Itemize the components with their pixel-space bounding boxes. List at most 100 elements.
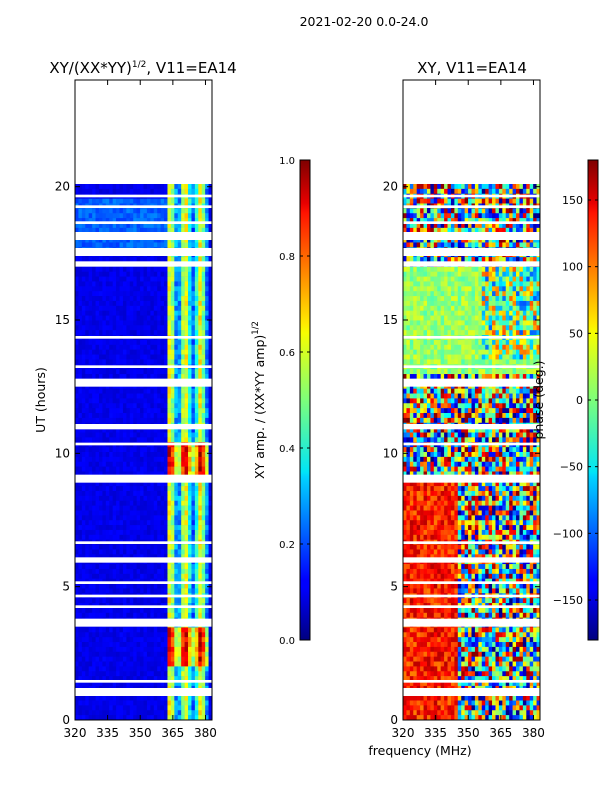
heatmap-cell [92,471,96,477]
flagged-gap [75,688,212,696]
heatmap-cell [122,266,127,273]
heatmap-cell [170,588,175,594]
heatmap-cell [122,525,127,531]
heatmap-cell [170,237,175,243]
heatmap-cell [116,461,120,467]
heatmap-cell [153,598,158,604]
heatmap-cell [184,598,189,604]
heatmap-cell [181,671,185,677]
heatmap-cell [201,715,206,720]
heatmap-cell [208,554,212,560]
heatmap-cell [208,588,212,594]
heatmap-cell [95,529,100,536]
heatmap-cell [177,505,182,511]
heatmap-cell [188,344,192,350]
heatmap-cell [98,227,103,234]
heatmap-cell [75,188,79,195]
heatmap-cell [140,281,144,287]
heatmap-cell [170,471,175,477]
heatmap-cell [409,184,414,190]
heatmap-cell [75,666,79,672]
heatmap-cell [119,515,124,521]
heatmap-cell [150,676,155,682]
heatmap-cell [105,481,110,487]
heatmap-cell [136,208,141,214]
heatmap-cell [85,578,89,584]
heatmap-cell [464,208,469,214]
heatmap-cell [126,564,131,570]
heatmap-cell [164,651,168,657]
heatmap-cell [164,598,168,604]
heatmap-cell [457,184,462,190]
heatmap-cell [150,681,155,687]
heatmap-cell [181,656,185,662]
heatmap-cell [167,505,172,511]
heatmap-cell [194,520,199,526]
heatmap-cell [164,218,168,224]
heatmap-cell [164,588,168,594]
heatmap-cell [509,227,513,234]
heatmap-cell [150,408,155,414]
heatmap-cell [160,534,165,541]
heatmap-cell [492,184,496,190]
heatmap-cell [146,637,151,643]
heatmap-cell [109,510,113,516]
heatmap-cell [167,695,172,701]
heatmap-cell [78,330,83,336]
heatmap-cell [184,320,189,326]
heatmap-cell [102,339,107,346]
heatmap-cell [191,359,196,365]
heatmap-cell [416,198,421,204]
heatmap-cell [208,525,212,531]
heatmap-cell [170,398,175,404]
heatmap-cell [208,637,212,643]
heatmap-cell [92,452,96,458]
heatmap-cell [112,403,117,409]
heatmap-cell [198,359,203,365]
heatmap-cell [188,554,192,560]
heatmap-cell [129,671,134,677]
heatmap-cell [140,447,144,453]
heatmap-cell [181,564,185,570]
heatmap-cell [78,184,83,190]
heatmap-cell [492,237,496,243]
heatmap-cell [102,456,107,463]
heatmap-cell [198,325,203,331]
heatmap-cell [150,437,155,443]
heatmap-cell [78,651,83,657]
heatmap-cell [191,417,196,424]
heatmap-cell [208,666,212,672]
heatmap-cell [81,656,86,662]
heatmap-cell [129,627,134,633]
heatmap-cell [433,218,438,224]
heatmap-cell [146,520,151,526]
heatmap-cell [129,598,134,604]
heatmap-cell [150,227,155,234]
heatmap-cell [88,481,93,487]
heatmap-cell [81,300,86,307]
heatmap-cell [78,374,83,380]
heatmap-cell [102,461,107,467]
heatmap-cell [126,417,131,424]
heatmap-cell [461,242,465,248]
heatmap-cell [170,676,175,682]
heatmap-cell [208,632,212,638]
heatmap-cell [136,525,141,531]
heatmap-cell [78,695,83,701]
heatmap-cell [129,525,134,531]
heatmap-cell [116,427,120,433]
heatmap-cell [157,529,161,536]
heatmap-cell [157,437,161,443]
heatmap-cell [98,456,103,463]
heatmap-cell [170,564,175,570]
heatmap-cell [112,198,117,204]
heatmap-cell [146,568,151,575]
heatmap-cell [181,525,185,531]
heatmap-cell [198,656,203,662]
heatmap-cell [153,549,158,555]
y-tick-label: 0 [62,713,70,727]
heatmap-cell [116,671,120,677]
heatmap-cell [160,583,165,589]
heatmap-cell [116,198,120,204]
heatmap-cell [153,515,158,521]
